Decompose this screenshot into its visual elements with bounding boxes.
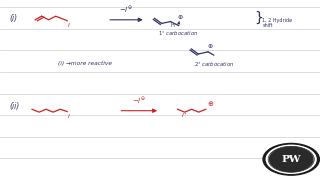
Text: $\}$: $\}$: [254, 10, 264, 26]
Text: (i): (i): [10, 14, 18, 23]
Text: (ii): (ii): [10, 102, 20, 111]
Circle shape: [269, 147, 313, 172]
Text: PW: PW: [282, 155, 301, 164]
Text: $-I^{\ominus}$: $-I^{\ominus}$: [132, 95, 146, 106]
Text: (i) →more reactive: (i) →more reactive: [58, 61, 112, 66]
Text: shift: shift: [262, 23, 273, 28]
Text: $\oplus$: $\oplus$: [207, 42, 213, 50]
Text: I: I: [68, 114, 70, 119]
Text: $\oplus$: $\oplus$: [177, 13, 183, 21]
Text: $I^{\bullet}$: $I^{\bullet}$: [181, 112, 187, 120]
Text: $-I^{\ominus}$: $-I^{\ominus}$: [119, 4, 133, 15]
Circle shape: [266, 145, 316, 173]
Text: $\oplus$: $\oplus$: [207, 99, 215, 108]
Text: 1, 2 Hydride: 1, 2 Hydride: [262, 18, 292, 23]
Text: I: I: [68, 23, 70, 28]
Circle shape: [263, 143, 319, 175]
Text: $2°$ carbocation: $2°$ carbocation: [194, 60, 234, 68]
Text: $1°$ carbocation: $1°$ carbocation: [158, 29, 199, 37]
Text: H: H: [171, 22, 175, 28]
